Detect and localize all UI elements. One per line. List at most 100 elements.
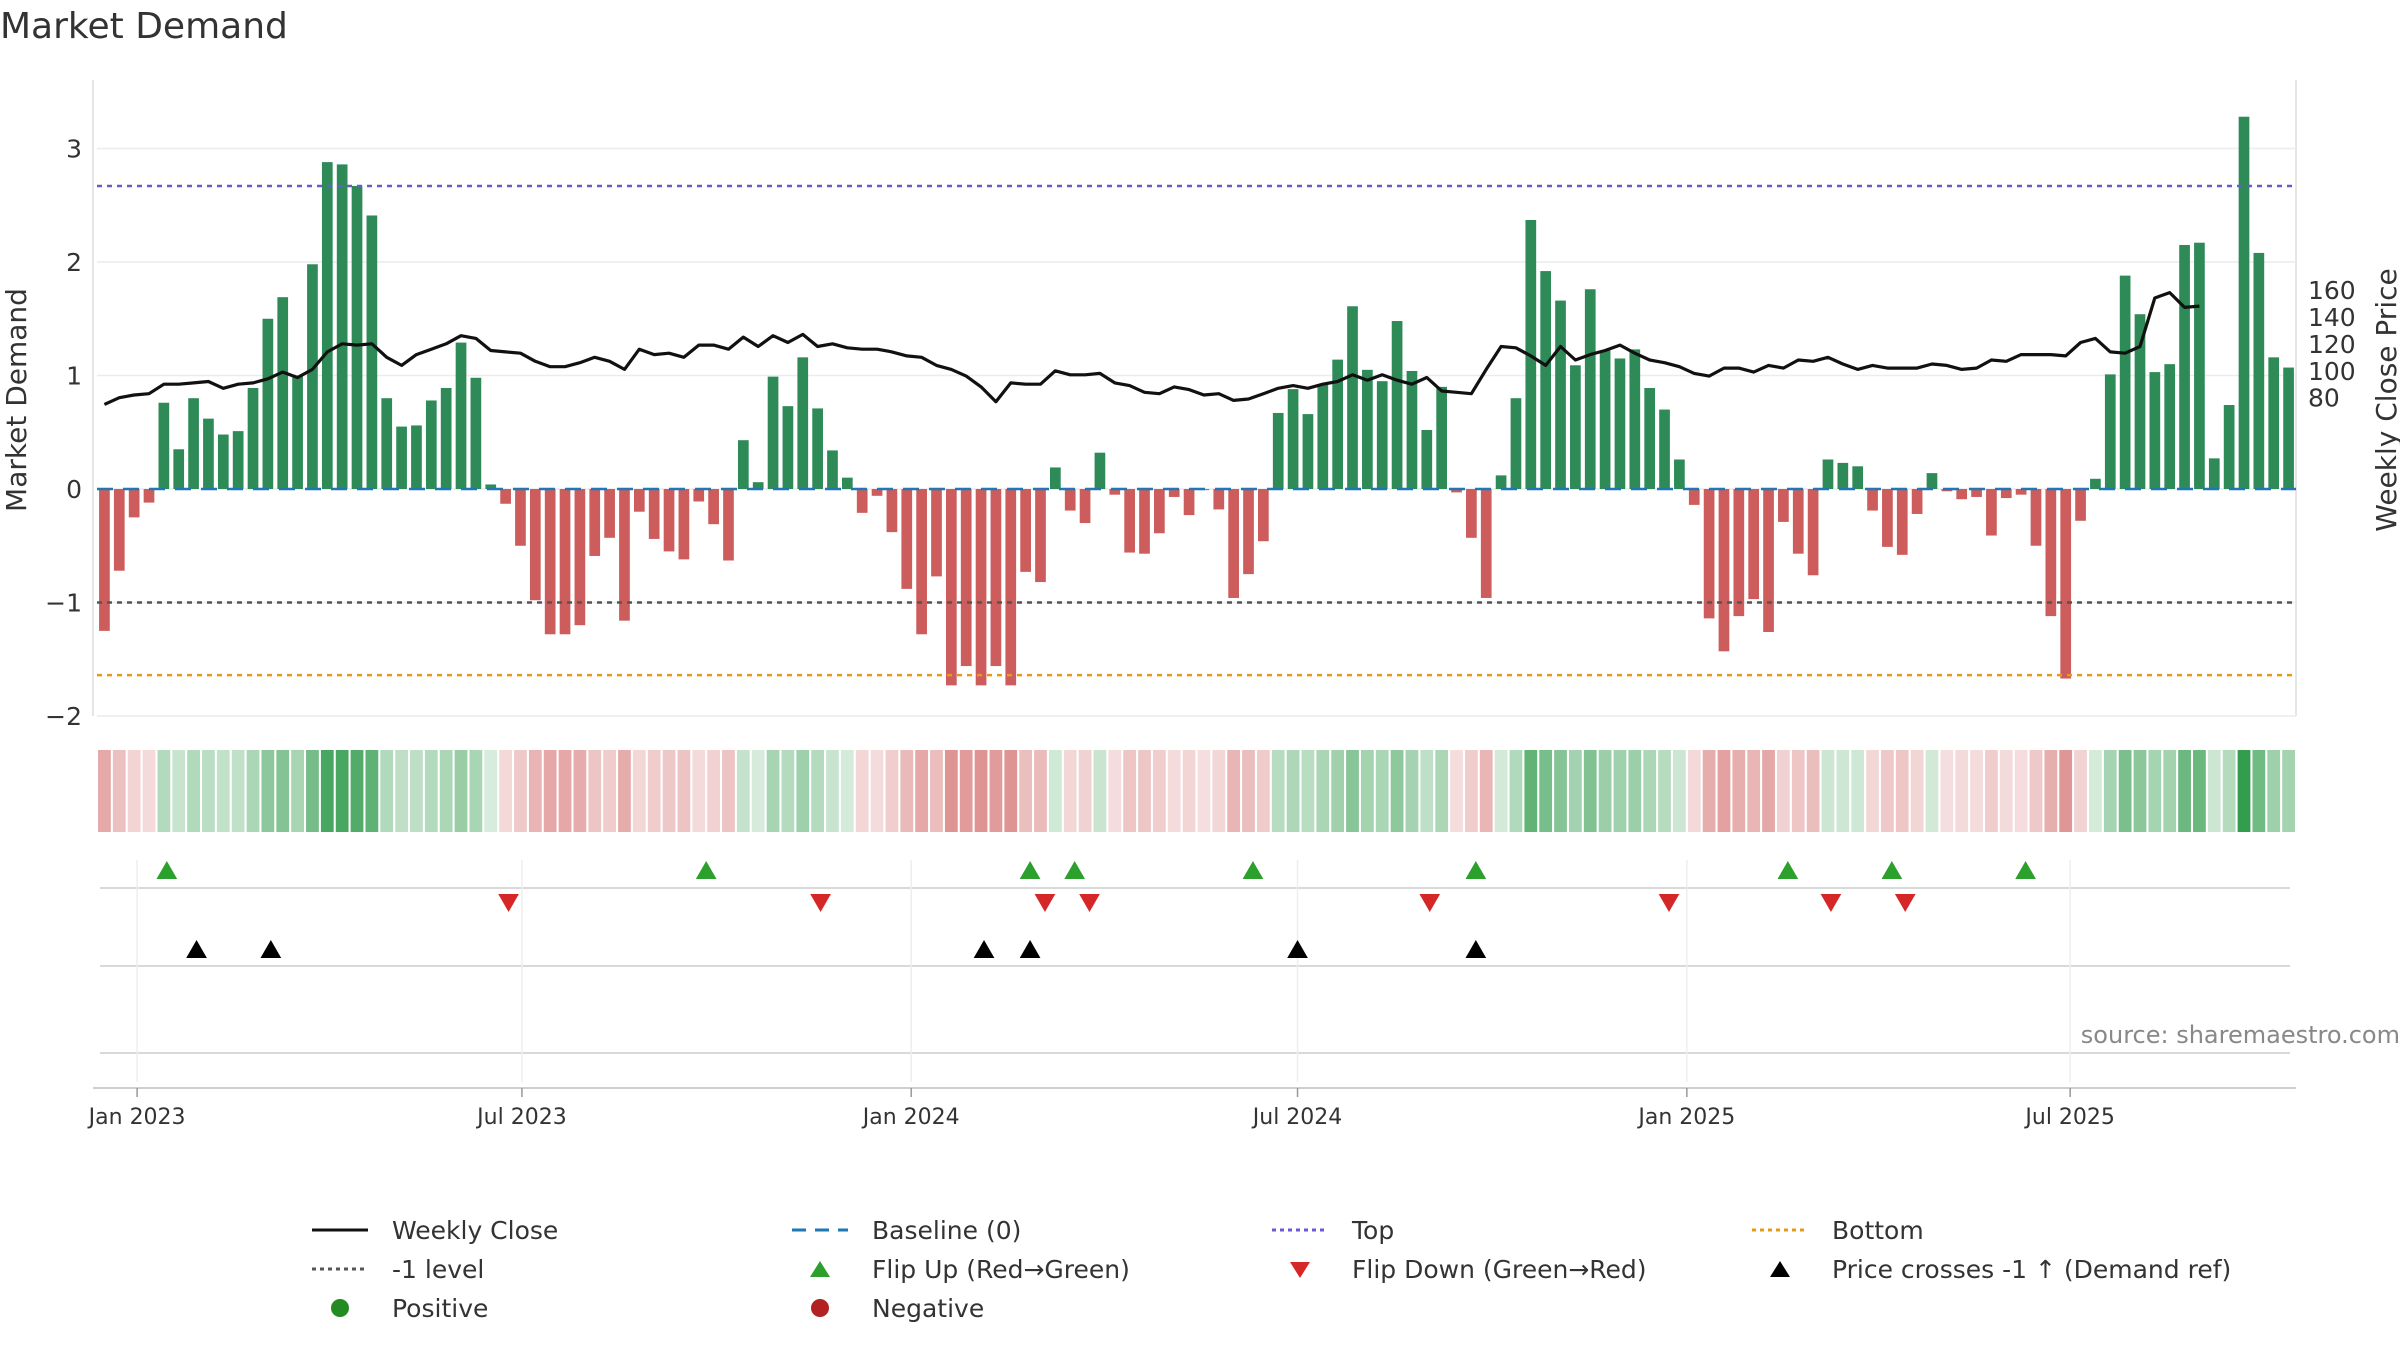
demand-bar bbox=[663, 489, 675, 552]
strip-cell bbox=[1479, 750, 1493, 832]
strip-cell bbox=[603, 750, 616, 832]
demand-bar bbox=[1094, 452, 1106, 489]
strip-cell bbox=[766, 750, 780, 832]
legend-baseline-label: Baseline (0) bbox=[872, 1215, 1022, 1245]
strip-cell bbox=[1777, 750, 1790, 832]
strip-cell bbox=[2029, 750, 2043, 832]
strip-cell bbox=[202, 750, 215, 832]
demand-bar bbox=[931, 489, 942, 577]
strip-cell bbox=[662, 750, 676, 832]
demand-bar bbox=[1213, 489, 1225, 510]
demand-bar bbox=[1466, 489, 1477, 538]
strip-cell bbox=[647, 750, 661, 832]
strip-cell bbox=[692, 750, 706, 832]
strip-cell bbox=[1420, 750, 1434, 832]
strip-cell bbox=[1390, 750, 1404, 832]
strip-cell bbox=[1747, 750, 1761, 832]
strip-cell bbox=[1034, 750, 1047, 832]
demand-bar bbox=[723, 489, 734, 561]
strip-cell bbox=[1791, 750, 1805, 832]
strip-cell bbox=[1256, 750, 1270, 832]
demand-bar bbox=[1183, 489, 1195, 516]
demand-bar bbox=[1391, 321, 1403, 489]
demand-bar bbox=[321, 162, 333, 489]
strip-cell bbox=[335, 750, 349, 832]
demand-bar bbox=[232, 431, 244, 489]
demand-bar bbox=[2075, 489, 2086, 521]
strip-cell bbox=[1925, 750, 1939, 832]
demand-bar bbox=[1614, 358, 1626, 489]
strip-cell bbox=[1881, 750, 1894, 832]
strip-cell bbox=[2118, 750, 2132, 832]
demand-bar bbox=[1421, 429, 1433, 489]
strip-cell bbox=[1524, 750, 1538, 832]
demand-bar bbox=[262, 318, 274, 489]
y-tick-label: 3 bbox=[66, 135, 82, 164]
demand-bar bbox=[1005, 489, 1017, 686]
strip-cell bbox=[974, 750, 988, 832]
flip-up-marker bbox=[1465, 861, 1487, 879]
strip-cell bbox=[1583, 750, 1597, 832]
strip-cell bbox=[2103, 750, 2117, 832]
legend-negative-label: Negative bbox=[872, 1293, 985, 1323]
demand-bar bbox=[544, 489, 556, 635]
strip-cell bbox=[1836, 750, 1850, 832]
demand-bar bbox=[529, 489, 541, 601]
demand-color-strip bbox=[98, 750, 2295, 832]
strip-cell bbox=[1375, 750, 1389, 832]
strip-cell bbox=[231, 750, 245, 832]
demand-bar bbox=[1584, 289, 1596, 489]
strip-cell bbox=[811, 750, 825, 832]
demand-bar bbox=[143, 489, 155, 503]
demand-bar bbox=[425, 400, 437, 489]
demand-bar bbox=[1599, 350, 1611, 489]
flip-up-marker bbox=[1019, 861, 1041, 879]
y2-tick-label: 80 bbox=[2308, 384, 2340, 413]
y2-tick-label: 120 bbox=[2308, 330, 2356, 359]
demand-bar bbox=[1956, 489, 1968, 500]
strip-cell bbox=[618, 750, 631, 832]
demand-bar bbox=[2104, 374, 2116, 489]
demand-bar bbox=[841, 477, 853, 489]
flip-down-marker bbox=[498, 894, 519, 912]
demand-bar bbox=[886, 489, 898, 533]
strip-cell bbox=[112, 750, 126, 832]
strip-cell bbox=[1182, 750, 1196, 832]
strip-cell bbox=[276, 750, 290, 832]
demand-bar bbox=[945, 489, 957, 686]
strip-cell bbox=[320, 750, 334, 832]
strip-cell bbox=[1197, 750, 1211, 832]
strip-cell bbox=[365, 750, 379, 832]
demand-bar bbox=[901, 489, 913, 589]
strip-cell bbox=[855, 750, 869, 832]
demand-bar bbox=[1332, 359, 1344, 489]
strip-cell bbox=[1687, 750, 1701, 832]
strip-cell bbox=[2059, 750, 2073, 832]
demand-bar bbox=[2134, 314, 2146, 489]
demand-bar bbox=[113, 489, 125, 571]
demand-bar bbox=[678, 489, 690, 560]
strip-cell bbox=[1702, 750, 1716, 832]
strip-cell bbox=[528, 750, 542, 832]
demand-bar bbox=[1139, 489, 1150, 554]
cross-marker bbox=[973, 940, 995, 958]
demand-bar bbox=[173, 449, 185, 489]
demand-bar bbox=[351, 185, 363, 489]
flip-down-marker bbox=[1894, 894, 1916, 912]
strip-cell bbox=[1539, 750, 1553, 832]
strip-cell bbox=[826, 750, 839, 832]
y-tick-label: −1 bbox=[45, 589, 82, 618]
demand-bar bbox=[1659, 409, 1670, 489]
flip-down-marker bbox=[1419, 894, 1441, 912]
demand-bar bbox=[1317, 384, 1329, 489]
demand-bar bbox=[2015, 489, 2027, 495]
legend: Weekly Close Baseline (0) Top Bottom -1 … bbox=[300, 1210, 2250, 1330]
strip-cell bbox=[1598, 750, 1612, 832]
x-tick-label: Jan 2025 bbox=[1636, 1105, 1735, 1130]
strip-cell bbox=[1985, 750, 1998, 832]
strip-cell bbox=[439, 750, 453, 832]
demand-bar bbox=[2194, 242, 2205, 489]
demand-bar bbox=[1703, 489, 1715, 619]
demand-bar bbox=[1674, 459, 1685, 489]
strip-cell bbox=[885, 750, 899, 832]
